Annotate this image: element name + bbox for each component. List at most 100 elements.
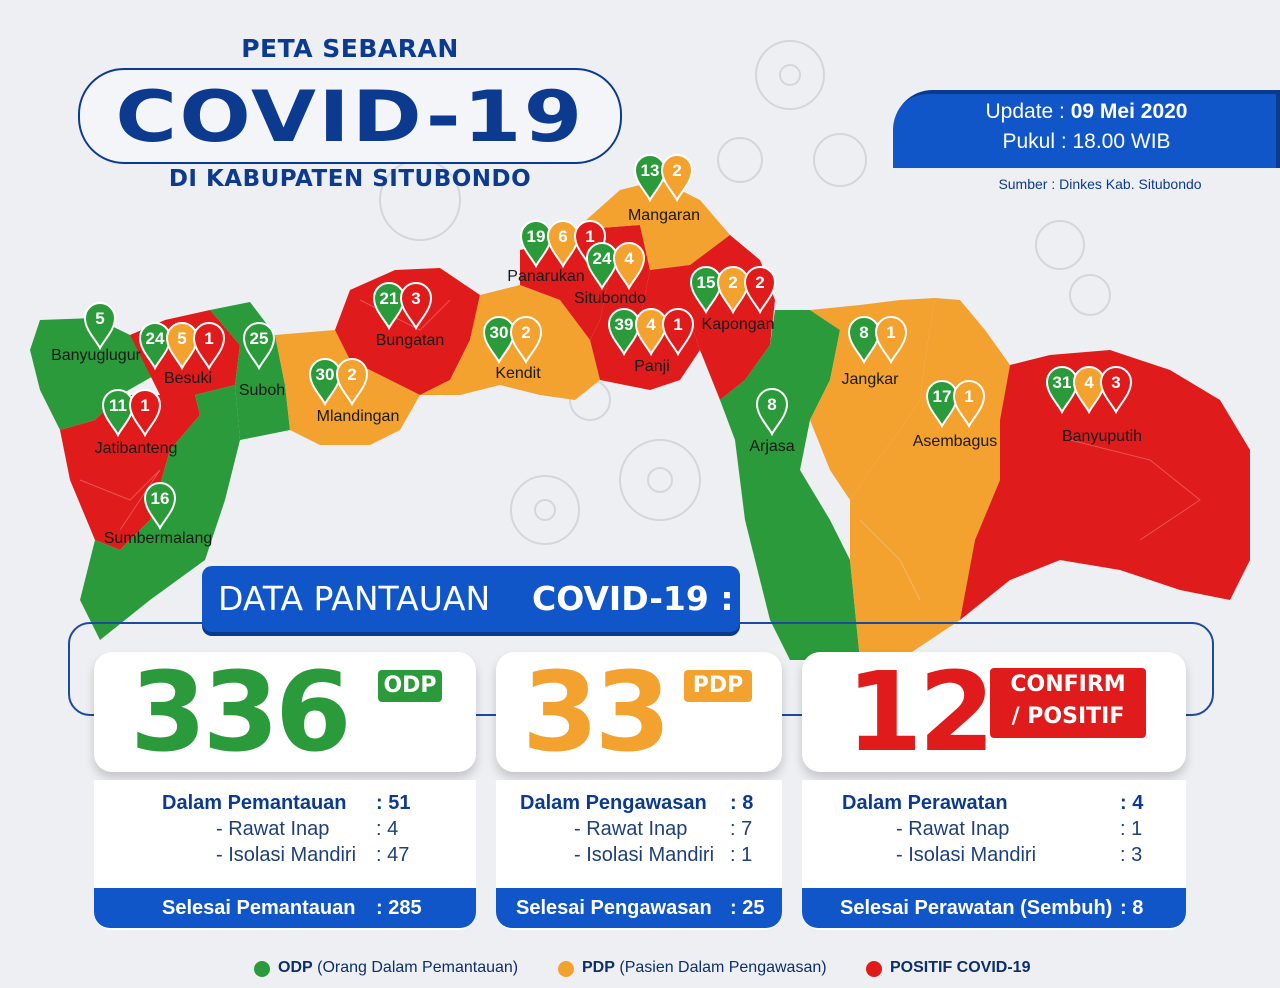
odp-total: 336 xyxy=(130,648,352,776)
update-time: Pukul : 18.00 WIB xyxy=(1002,130,1171,153)
pin-pdp-kendit: 2 xyxy=(509,316,543,365)
legend-pdp: PDP (Pasien Dalam Pengawasan) xyxy=(582,959,827,977)
pin-positif-kapongan: 2 xyxy=(743,266,777,315)
pin-odp-banyuputih-count: 31 xyxy=(1053,373,1072,392)
pin-odp-panarukan-marker xyxy=(519,220,553,269)
legend-odp-abbr: ODP xyxy=(278,959,313,976)
pin-positif-jatibanteng: 1 xyxy=(128,389,162,438)
pin-odp-mangaran: 13 xyxy=(633,154,667,203)
panel-title-bold: COVID-19 : xyxy=(532,579,734,618)
pdp-total: 33 xyxy=(522,648,671,776)
positif-tag-line2: / POSITIF xyxy=(1011,704,1125,729)
virus-decoration xyxy=(379,40,1111,545)
pin-positif-jatibanteng-count: 1 xyxy=(140,396,149,415)
pin-positif-besuki-count: 1 xyxy=(204,329,213,348)
pin-pdp-banyuputih-count: 4 xyxy=(1084,373,1094,392)
update-label: Update : xyxy=(985,100,1071,123)
pdp-tag: PDP xyxy=(684,670,752,702)
pin-odp-banyuglugur-marker xyxy=(83,302,117,351)
pin-pdp-panarukan-marker xyxy=(546,220,580,269)
pin-odp-banyuputih-marker xyxy=(1045,366,1079,415)
pin-positif-banyuputih: 3 xyxy=(1099,366,1133,415)
district-label-suboh: Suboh xyxy=(239,382,285,399)
district-banyuputih[interactable] xyxy=(960,350,1250,620)
pin-pdp-kendit-count: 2 xyxy=(521,323,530,342)
pin-positif-panarukan-count: 1 xyxy=(585,227,594,246)
legend-positif-label: POSITIF COVID-19 xyxy=(890,959,1031,976)
district-jangkar[interactable] xyxy=(810,298,935,500)
pin-odp-suboh-marker xyxy=(242,322,276,371)
legend-positif: POSITIF COVID-19 xyxy=(890,959,1030,977)
update-date: 09 Mei 2020 xyxy=(1070,100,1188,123)
panel-title-normal: DATA PANTAUAN xyxy=(218,579,491,618)
odp-status-value: : 51 xyxy=(376,792,411,814)
district-label-sumbermalang: Sumbermalang xyxy=(104,530,213,547)
pin-pdp-besuki: 5 xyxy=(165,322,199,371)
pin-odp-mlandingan-count: 30 xyxy=(316,365,335,384)
title-top: PETA SEBARAN xyxy=(241,34,459,63)
pin-odp-kapongan: 15 xyxy=(689,266,723,315)
positif-inap-value: : 1 xyxy=(1120,818,1143,840)
pin-pdp-mlandingan: 2 xyxy=(335,358,369,407)
district-label-besuki: Besuki xyxy=(164,370,212,387)
pin-odp-mlandingan-marker xyxy=(308,358,342,407)
odp-card: 336 ODP xyxy=(94,648,476,776)
pin-pdp-asembagus: 1 xyxy=(952,380,986,429)
pin-odp-situbondo-count: 24 xyxy=(593,249,612,268)
positif-footer: Selesai Perawatan (Sembuh) : 8 xyxy=(802,888,1186,928)
pin-odp-suboh: 25 xyxy=(242,322,276,371)
pin-odp-mlandingan: 30 xyxy=(308,358,342,407)
district-label-arjasa: Arjasa xyxy=(749,438,794,455)
pin-pdp-panji-count: 4 xyxy=(646,315,656,334)
panel-title: DATA PANTAUAN COVID-19 : xyxy=(202,566,740,632)
district-label-jangkar: Jangkar xyxy=(842,371,900,388)
pin-odp-bungatan-count: 21 xyxy=(380,289,399,308)
legend-pdp-dot xyxy=(558,961,574,977)
legend-positif-dot xyxy=(866,961,882,977)
district-label-situbondo: Situbondo xyxy=(574,290,646,307)
pin-positif-bungatan-count: 3 xyxy=(411,289,420,308)
pin-positif-kapongan-marker xyxy=(743,266,777,315)
pin-pdp-panarukan-count: 6 xyxy=(558,227,567,246)
positif-card: 12 CONFIRM / POSITIF xyxy=(802,648,1186,776)
district-mangaran[interactable] xyxy=(575,180,730,270)
pin-positif-jatibanteng-marker xyxy=(128,389,162,438)
pin-pdp-besuki-marker xyxy=(165,322,199,371)
pdp-isolasi-label: - Isolasi Mandiri xyxy=(574,844,715,866)
pin-pdp-besuki-count: 5 xyxy=(177,329,186,348)
district-jatibanteng[interactable] xyxy=(60,395,200,550)
pin-odp-banyuglugur: 5 xyxy=(83,302,117,351)
pin-odp-kapongan-marker xyxy=(689,266,723,315)
pin-odp-bungatan-marker xyxy=(372,282,406,331)
pin-pdp-kapongan-marker xyxy=(716,266,750,315)
pin-pdp-jangkar-marker xyxy=(874,316,908,365)
district-label-mlandingan: Mlandingan xyxy=(317,408,400,425)
pin-odp-asembagus-count: 17 xyxy=(933,387,952,406)
odp-isolasi-value: : 47 xyxy=(376,844,410,866)
district-arjasa[interactable] xyxy=(720,310,860,660)
update-date-line: Update : 09 Mei 2020 xyxy=(893,100,1280,124)
positif-status-value: : 4 xyxy=(1120,792,1144,814)
pin-odp-mangaran-marker xyxy=(633,154,667,203)
pin-odp-jangkar-marker xyxy=(847,316,881,365)
district-bungatan[interactable] xyxy=(335,268,480,395)
pin-odp-situbondo: 24 xyxy=(585,242,619,291)
positif-status-label: Dalam Perawatan xyxy=(842,792,1008,814)
pin-pdp-kapongan: 2 xyxy=(716,266,750,315)
pdp-isolasi-value: : 1 xyxy=(730,844,753,866)
pin-pdp-mangaran: 2 xyxy=(660,154,694,203)
district-banyuglugur[interactable] xyxy=(30,318,160,430)
pin-pdp-mlandingan-count: 2 xyxy=(347,365,356,384)
pin-odp-besuki-marker xyxy=(138,322,172,371)
pin-positif-bungatan: 3 xyxy=(399,282,433,331)
pin-odp-arjasa-count: 8 xyxy=(767,395,776,414)
odp-footer: Selesai Pemantauan : 285 xyxy=(94,888,476,928)
pin-positif-bungatan-marker xyxy=(399,282,433,331)
legend-odp-full: (Orang Dalam Pemantauan) xyxy=(317,959,519,976)
pin-odp-banyuglugur-count: 5 xyxy=(95,309,104,328)
pdp-inap-label: - Rawat Inap xyxy=(574,818,688,840)
legend-pdp-abbr: PDP xyxy=(582,959,615,976)
pin-odp-jangkar-count: 8 xyxy=(859,323,868,342)
title-badge: COVID-19 xyxy=(78,68,622,164)
